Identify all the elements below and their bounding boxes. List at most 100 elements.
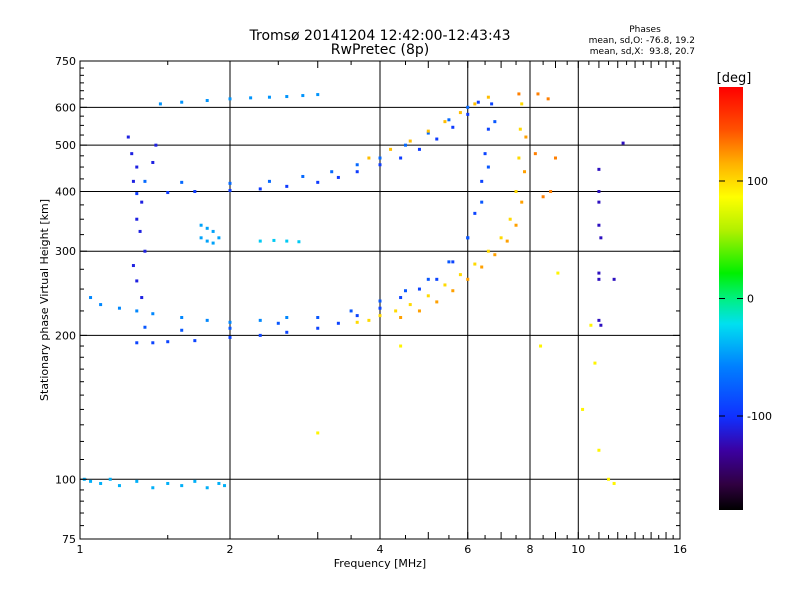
- echo-point: [599, 323, 603, 327]
- echo-point: [597, 189, 601, 193]
- echo-point: [228, 335, 232, 339]
- echo-point: [518, 127, 522, 131]
- echo-point: [458, 273, 462, 277]
- echo-point: [466, 112, 470, 116]
- echo-point: [131, 179, 135, 183]
- echo-point: [524, 135, 528, 139]
- echo-trace: [399, 135, 528, 319]
- echo-point: [451, 260, 455, 264]
- plot-grid: [80, 61, 680, 539]
- echo-trace: [367, 95, 490, 160]
- echo-point: [389, 147, 393, 151]
- echo-point: [394, 309, 398, 313]
- echo-point: [508, 217, 512, 221]
- echo-point: [217, 236, 221, 240]
- echo-point: [533, 152, 537, 156]
- echo-point: [166, 191, 170, 195]
- echo-point: [539, 344, 543, 348]
- colorbar-tick-label: 0: [747, 293, 754, 306]
- echo-point: [417, 147, 421, 151]
- echo-point: [378, 314, 382, 318]
- echo-point: [228, 320, 232, 324]
- echo-point: [285, 184, 289, 188]
- x-tick-label: 4: [377, 543, 384, 556]
- echo-point: [597, 318, 601, 322]
- echo-trace: [355, 102, 524, 324]
- y-tick-label: 100: [55, 473, 76, 486]
- echo-point: [199, 223, 203, 227]
- x-axis: 1 2 4 6 8 10 16: [77, 61, 687, 556]
- echo-trace: [517, 92, 557, 199]
- y-axis-label: Stationary phase Virtual Height [km]: [38, 199, 51, 401]
- echo-point: [473, 262, 477, 266]
- colorbar-tick-label: 100: [747, 175, 768, 188]
- echo-point: [336, 321, 340, 325]
- echo-point: [480, 179, 484, 183]
- echo-point: [476, 100, 480, 104]
- echo-point: [486, 127, 490, 131]
- echo-point: [223, 484, 227, 488]
- echo-point: [258, 239, 262, 243]
- y-tick-label: 500: [55, 139, 76, 152]
- echo-trace: [135, 100, 480, 196]
- echo-point: [378, 163, 382, 167]
- echo-point: [517, 92, 521, 96]
- echo-point: [355, 314, 359, 318]
- echo-point: [451, 125, 455, 129]
- echo-point: [556, 271, 560, 275]
- colorbar-ticks: 100 0 -100: [719, 175, 772, 423]
- echo-trace: [258, 238, 301, 244]
- echo-point: [180, 100, 184, 104]
- x-tick-label: 16: [673, 543, 687, 556]
- echo-point: [154, 143, 158, 147]
- echo-point: [483, 152, 487, 156]
- echo-point: [316, 315, 320, 319]
- echo-trace: [135, 102, 494, 345]
- echo-trace: [126, 135, 158, 300]
- echo-point: [180, 328, 184, 332]
- echo-point: [553, 156, 557, 160]
- echo-point: [597, 277, 601, 281]
- echo-trace: [199, 223, 221, 245]
- echo-point: [451, 289, 455, 293]
- echo-point: [316, 93, 320, 97]
- echo-point: [135, 341, 139, 345]
- echo-point: [466, 277, 470, 281]
- echo-point: [589, 323, 593, 327]
- echo-point: [355, 170, 359, 174]
- echo-point: [151, 160, 155, 164]
- stats-header: Phases: [629, 25, 661, 35]
- echo-point: [607, 477, 611, 481]
- echo-point: [408, 303, 412, 307]
- echo-point: [549, 189, 553, 193]
- echo-point: [399, 315, 403, 319]
- echo-point: [217, 481, 221, 485]
- echo-point: [228, 181, 232, 185]
- echo-point: [130, 152, 134, 156]
- chart-title: Tromsø 20141204 12:42:00-12:43:43: [249, 28, 511, 44]
- echo-point: [151, 312, 155, 316]
- echo-point: [541, 195, 545, 199]
- echo-point: [493, 253, 497, 257]
- echo-point: [193, 339, 197, 343]
- echo-point: [408, 139, 412, 143]
- echo-point: [473, 211, 477, 215]
- echo-point: [520, 102, 524, 106]
- echo-point: [249, 96, 253, 100]
- echo-point: [143, 179, 147, 183]
- colorbar-label: [deg]: [717, 71, 752, 86]
- echo-point: [135, 309, 139, 313]
- echo-point: [285, 315, 289, 319]
- echo-point: [301, 94, 305, 98]
- echo-point: [258, 187, 262, 191]
- y-axis: 75 100 200 300 400 500 600 750: [55, 55, 680, 546]
- echo-point: [211, 241, 215, 245]
- echo-point: [349, 309, 353, 313]
- echo-point: [417, 309, 421, 313]
- echo-point: [211, 229, 215, 233]
- echo-point: [276, 321, 280, 325]
- echo-point: [536, 92, 540, 96]
- echo-point: [426, 294, 430, 298]
- echo-point: [514, 223, 518, 227]
